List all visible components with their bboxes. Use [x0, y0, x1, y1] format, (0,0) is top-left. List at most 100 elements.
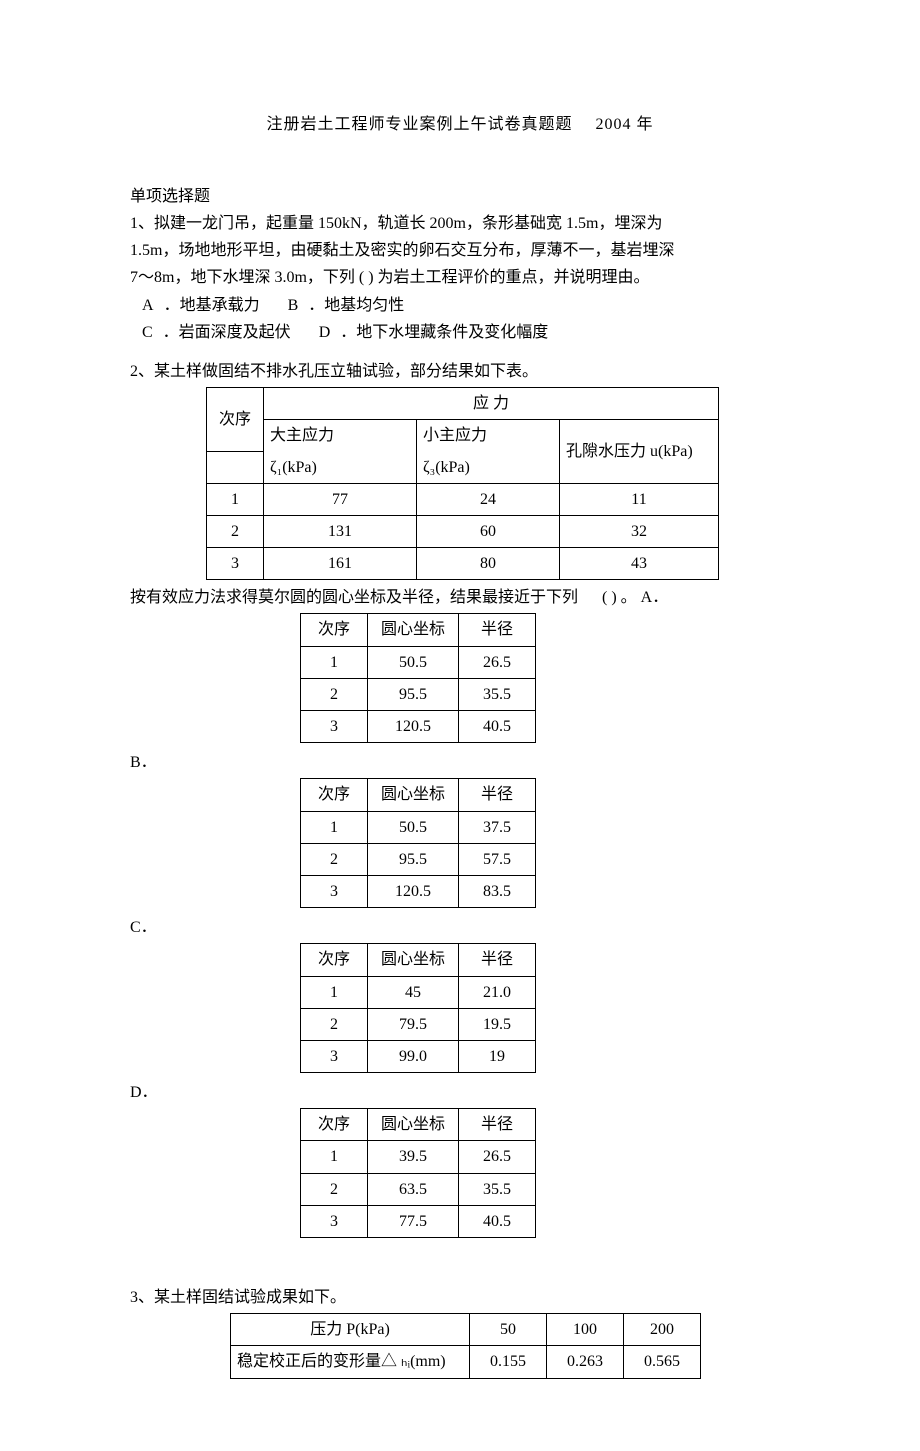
table-cell: 11 [560, 483, 719, 515]
page-title: 注册岩土工程师专业案例上午试卷真题题 2004 年 [130, 110, 790, 134]
table-row: 3 161 80 43 [207, 548, 719, 580]
option-text: ．地下水埋藏条件及变化幅度 [340, 324, 548, 341]
table-row: 2 95.5 57.5 [301, 843, 536, 875]
table-cell: 161 [264, 548, 417, 580]
table-cell: 2 [301, 1008, 368, 1040]
table-cell: 63.5 [368, 1173, 459, 1205]
table-cell: 43 [560, 548, 719, 580]
table-header-cell: 小主应力 [417, 420, 560, 452]
table-cell: 2 [301, 678, 368, 710]
option-label: B [288, 297, 301, 314]
table-row: 次序 圆心坐标 半径 [301, 614, 536, 646]
table-row: 次序 圆心坐标 半径 [301, 944, 536, 976]
table-cell: 83.5 [459, 875, 536, 907]
table-row: 1 39.5 26.5 [301, 1141, 536, 1173]
option-text: ．地基均匀性 [308, 297, 404, 314]
table-row: 1 50.5 26.5 [301, 646, 536, 678]
table-header-cell: 100 [547, 1314, 624, 1346]
table-cell: 3 [301, 1205, 368, 1237]
table-header-cell: 半径 [459, 944, 536, 976]
table-cell: 99.0 [368, 1040, 459, 1072]
table-header-cell: 应 力 [264, 388, 719, 420]
table-header-cell: 50 [470, 1314, 547, 1346]
table-header-cell: 圆心坐标 [368, 614, 459, 646]
table-cell: 79.5 [368, 1008, 459, 1040]
table-cell: 35.5 [459, 678, 536, 710]
q1-line2: 1.5m，场地地形平坦，由硬黏土及密实的卵石交互分布，厚薄不一，基岩埋深 [130, 237, 790, 264]
table-header-cell: 孔隙水压力 u(kPa) [560, 420, 719, 483]
table-cell: 131 [264, 515, 417, 547]
page: 注册岩土工程师专业案例上午试卷真题题 2004 年 单项选择题 1、拟建一龙门吊… [0, 0, 920, 1451]
table-cell: 77 [264, 483, 417, 515]
table-row: 2 131 60 32 [207, 515, 719, 547]
table-cell: 95.5 [368, 678, 459, 710]
table-cell: 0.565 [624, 1346, 701, 1378]
table-cell: 45 [368, 976, 459, 1008]
table-header-cell: ζ₁(kPa) [264, 452, 417, 484]
table-cell: 2 [207, 515, 264, 547]
q1-options-row1: A ．地基承载力 B ．地基均匀性 [130, 292, 790, 319]
table-cell: 19.5 [459, 1008, 536, 1040]
table-cell: 57.5 [459, 843, 536, 875]
table-cell: 3 [207, 548, 264, 580]
table-cell: 26.5 [459, 646, 536, 678]
table-cell: 40.5 [459, 711, 536, 743]
table-cell: 120.5 [368, 875, 459, 907]
table-row: 压力 P(kPa) 50 100 200 [231, 1314, 701, 1346]
table-cell: 120.5 [368, 711, 459, 743]
table-row: 2 63.5 35.5 [301, 1173, 536, 1205]
table-cell: 50.5 [368, 646, 459, 678]
q2-option-d-table: 次序 圆心坐标 半径 1 39.5 26.5 2 63.5 35.5 3 77.… [300, 1108, 536, 1238]
table-header-cell: 次序 [301, 1109, 368, 1141]
table-row: 1 77 24 11 [207, 483, 719, 515]
q2-line1: 2、某土样做固结不排水孔压立轴试验，部分结果如下表。 [130, 358, 790, 385]
q3-table: 压力 P(kPa) 50 100 200 稳定校正后的变形量△ ₕᵢ(mm) 0… [230, 1313, 701, 1378]
table-row: 3 120.5 40.5 [301, 711, 536, 743]
table-header-cell: 200 [624, 1314, 701, 1346]
option-label: D [319, 324, 333, 341]
table-header-cell: ζ₃(kPa) [417, 452, 560, 484]
table-cell: 37.5 [459, 811, 536, 843]
table-cell: 3 [301, 711, 368, 743]
q2-line2-right: ( ) 。 A． [602, 589, 668, 606]
table-cell: 1 [301, 646, 368, 678]
table-header-cell: 次序 [301, 779, 368, 811]
q1-options-row2: C ．岩面深度及起伏 D ．地下水埋藏条件及变化幅度 [130, 319, 790, 346]
q2-main-table: 次序 应 力 大主应力 小主应力 孔隙水压力 u(kPa) ζ₁(kPa) ζ₃… [206, 387, 719, 580]
q2-option-c-table: 次序 圆心坐标 半径 1 45 21.0 2 79.5 19.5 3 99.0 … [300, 943, 536, 1073]
table-cell: 26.5 [459, 1141, 536, 1173]
table-cell: 24 [417, 483, 560, 515]
q2-option-b-label: B． [130, 749, 790, 776]
table-cell: 0.155 [470, 1346, 547, 1378]
table-row: 3 120.5 83.5 [301, 875, 536, 907]
table-cell: 1 [301, 1141, 368, 1173]
title-main: 注册岩土工程师专业案例上午试卷真题题 [266, 116, 572, 133]
table-cell: 1 [207, 483, 264, 515]
q2-option-b-table: 次序 圆心坐标 半径 1 50.5 37.5 2 95.5 57.5 3 120… [300, 778, 536, 908]
table-row: 2 95.5 35.5 [301, 678, 536, 710]
option-label: A [142, 297, 156, 314]
table-row: 1 45 21.0 [301, 976, 536, 1008]
table-header-cell: 圆心坐标 [368, 1109, 459, 1141]
q1-line3: 7～8m，地下水埋深 3.0m，下列 ( ) 为岩土工程评价的重点，并说明理由。 [130, 264, 790, 291]
table-cell: 32 [560, 515, 719, 547]
option-label: C [142, 324, 155, 341]
table-cell: 3 [301, 875, 368, 907]
question-2: 2、某土样做固结不排水孔压立轴试验，部分结果如下表。 次序 应 力 大主应力 小… [130, 358, 790, 1238]
table-cell: 0.263 [547, 1346, 624, 1378]
question-3: 3、某土样固结试验成果如下。 压力 P(kPa) 50 100 200 稳定校正… [130, 1284, 790, 1379]
q1-option-c: C ．岩面深度及起伏 [142, 324, 295, 341]
section-heading: 单项选择题 [130, 182, 790, 206]
table-cell: 50.5 [368, 811, 459, 843]
table-cell: 3 [301, 1040, 368, 1072]
table-header-cell: 次序 [301, 614, 368, 646]
q2-option-a-table: 次序 圆心坐标 半径 1 50.5 26.5 2 95.5 35.5 3 120… [300, 613, 536, 743]
table-cell: 35.5 [459, 1173, 536, 1205]
table-row: 次序 圆心坐标 半径 [301, 1109, 536, 1141]
q2-option-c-label: C． [130, 914, 790, 941]
table-header-cell: 半径 [459, 614, 536, 646]
question-1: 1、拟建一龙门吊，起重量 150kN，轨道长 200m，条形基础宽 1.5m，埋… [130, 210, 790, 346]
table-cell: 95.5 [368, 843, 459, 875]
table-cell: 1 [301, 976, 368, 1008]
table-row: 大主应力 小主应力 孔隙水压力 u(kPa) [207, 420, 719, 452]
